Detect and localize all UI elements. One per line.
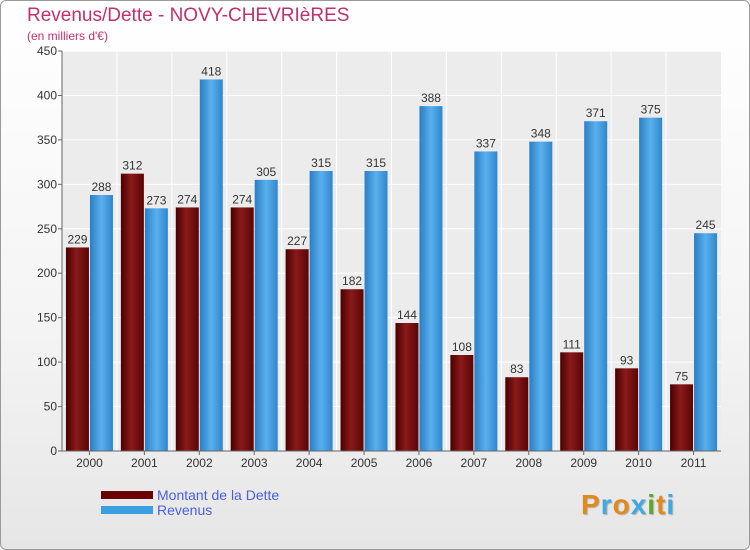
y-tick-label: 300 xyxy=(37,177,57,191)
logo-letter: i xyxy=(647,489,657,520)
data-label-revenus: 388 xyxy=(421,91,441,105)
bar-revenus xyxy=(529,141,553,451)
data-label-dette: 182 xyxy=(342,274,362,288)
x-tick-label: 2009 xyxy=(570,456,597,470)
data-label-dette: 227 xyxy=(287,234,307,248)
data-label-dette: 274 xyxy=(177,192,197,206)
data-label-dette: 111 xyxy=(563,337,582,351)
logo-letter: x xyxy=(630,489,648,520)
data-label-dette: 312 xyxy=(122,159,142,173)
bar-dette xyxy=(395,323,419,451)
chart-title: Revenus/Dette - NOVY-CHEVRIèRES xyxy=(27,5,350,26)
y-tick-label: 50 xyxy=(44,400,58,414)
legend-item-dette: Montant de la Dette xyxy=(101,486,280,503)
x-tick-label: 2004 xyxy=(296,456,323,470)
bar-dette xyxy=(230,207,254,451)
data-label-revenus: 371 xyxy=(586,106,606,120)
legend-item-revenus: Revenus xyxy=(101,501,279,518)
logo-letter: P xyxy=(581,489,601,520)
bar-dette xyxy=(505,377,529,451)
data-label-revenus: 337 xyxy=(476,136,496,150)
x-tick-label: 2005 xyxy=(351,456,378,470)
bar-revenus xyxy=(694,233,718,451)
data-label-revenus: 375 xyxy=(641,103,661,117)
data-label-revenus: 288 xyxy=(91,180,111,194)
data-label-dette: 274 xyxy=(232,192,252,206)
proxiti-logo: Proxiti xyxy=(581,489,675,521)
bar-revenus xyxy=(639,117,663,452)
bar-dette xyxy=(285,249,309,451)
x-tick-label: 2010 xyxy=(625,456,652,470)
data-label-dette: 75 xyxy=(675,369,689,383)
bar-dette xyxy=(175,207,199,451)
logo-letter: r xyxy=(600,489,613,520)
bar-dette xyxy=(560,352,584,451)
data-label-revenus: 315 xyxy=(311,156,331,170)
logo-letter: i xyxy=(666,489,676,520)
legend-label-revenus: Revenus xyxy=(157,501,213,518)
y-tick-label: 350 xyxy=(37,133,57,147)
data-label-dette: 229 xyxy=(67,232,87,246)
bar-revenus xyxy=(419,106,443,451)
logo-letter: t xyxy=(656,489,667,520)
y-tick-label: 400 xyxy=(37,88,57,102)
data-label-dette: 83 xyxy=(510,362,524,376)
bar-revenus xyxy=(474,151,498,451)
data-label-revenus: 315 xyxy=(366,156,386,170)
x-tick-label: 2006 xyxy=(406,456,433,470)
x-tick-label: 2000 xyxy=(76,456,103,470)
logo-letter: o xyxy=(612,489,631,520)
x-tick-label: 2002 xyxy=(186,456,213,470)
x-tick-label: 2011 xyxy=(681,456,707,470)
data-label-revenus: 245 xyxy=(696,218,716,232)
bar-revenus xyxy=(144,208,168,451)
data-label-revenus: 305 xyxy=(256,165,276,179)
data-label-revenus: 348 xyxy=(531,127,551,141)
y-tick-label: 250 xyxy=(37,222,57,236)
data-label-dette: 144 xyxy=(397,308,417,322)
x-tick-label: 2001 xyxy=(131,456,158,470)
bar-dette xyxy=(615,368,639,451)
bar-revenus xyxy=(254,179,278,451)
y-tick-label: 450 xyxy=(37,44,57,58)
bar-revenus xyxy=(89,195,113,451)
bar-revenus xyxy=(364,171,388,451)
data-label-revenus: 273 xyxy=(146,193,166,207)
chart-subtitle: (en milliers d'€) xyxy=(27,29,108,43)
data-label-dette: 108 xyxy=(452,340,472,354)
bar-dette xyxy=(120,173,144,451)
data-label-dette: 93 xyxy=(620,353,634,367)
x-tick-label: 2008 xyxy=(515,456,542,470)
chart-legend: Montant de la Dette Revenus xyxy=(101,486,280,518)
y-tick-label: 200 xyxy=(37,266,57,280)
bar-revenus xyxy=(199,79,223,451)
bar-revenus xyxy=(584,121,608,451)
bar-dette xyxy=(670,384,694,451)
legend-label-dette: Montant de la Dette xyxy=(157,486,280,503)
legend-swatch-revenus xyxy=(101,505,153,514)
x-tick-label: 2003 xyxy=(241,456,268,470)
data-label-revenus: 418 xyxy=(201,64,221,78)
y-tick-label: 0 xyxy=(50,444,57,458)
y-tick-label: 150 xyxy=(37,311,57,325)
bar-dette xyxy=(65,247,89,451)
legend-swatch-dette xyxy=(101,490,153,499)
bar-dette xyxy=(340,289,364,451)
bar-revenus xyxy=(309,171,333,451)
bar-dette xyxy=(450,355,474,451)
x-tick-label: 2007 xyxy=(461,456,488,470)
y-tick-label: 100 xyxy=(37,355,57,369)
